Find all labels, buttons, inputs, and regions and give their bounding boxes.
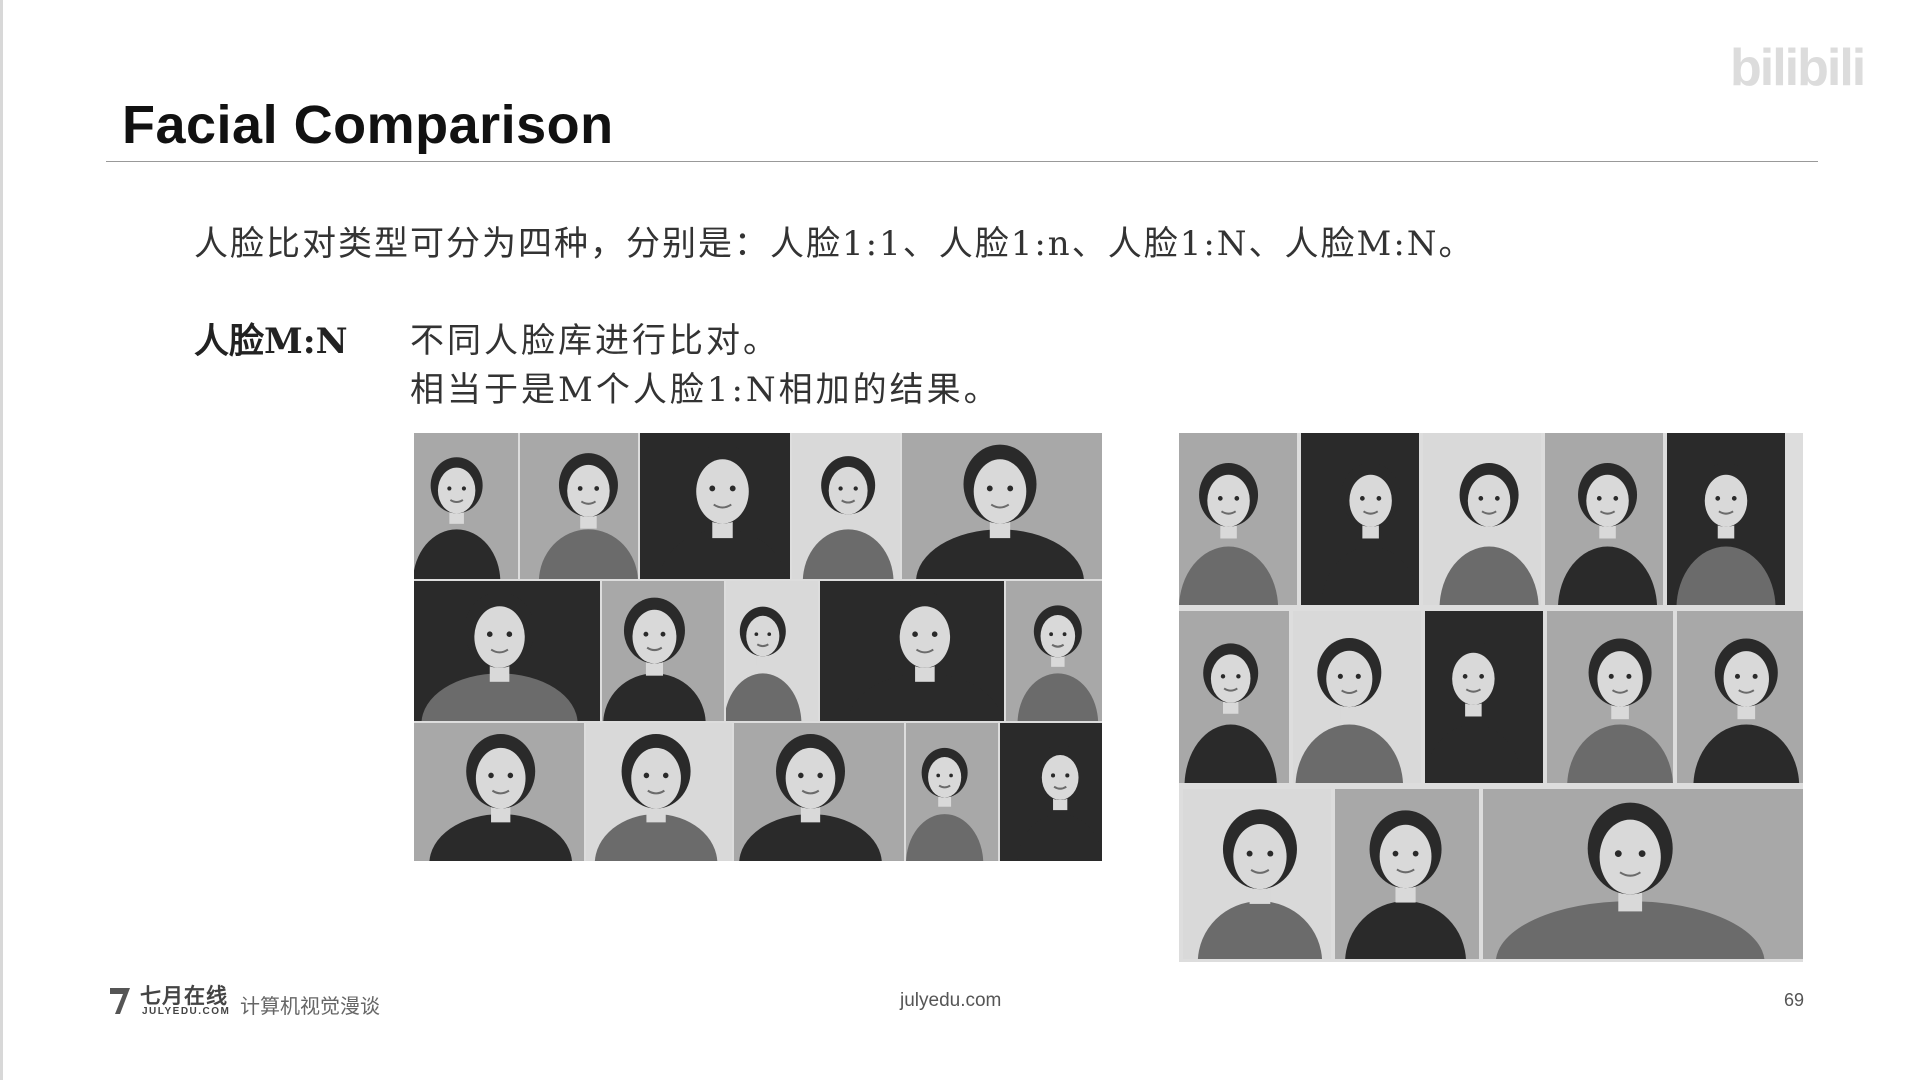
face-photo — [1006, 581, 1102, 721]
julyedu-logo: 七月在线 JULYEDU.COM — [108, 982, 232, 1018]
face-photo — [520, 433, 638, 579]
face-photo — [1545, 433, 1663, 605]
logo-text-cn: 七月在线 — [140, 984, 228, 1008]
slide-left-edge — [0, 0, 3, 1080]
logo-text-en: JULYEDU.COM — [142, 1006, 231, 1017]
face-gallery-right — [1179, 433, 1803, 962]
face-photo — [1547, 611, 1673, 783]
page-title: Facial Comparison — [122, 95, 614, 155]
face-photo — [586, 723, 732, 861]
face-photo — [1667, 433, 1785, 605]
description-line-1: 不同人脸库进行比对。 — [410, 321, 780, 361]
face-photo — [414, 723, 584, 861]
face-photo — [1179, 433, 1297, 605]
face-gallery-left — [414, 433, 1102, 861]
face-photo — [906, 723, 998, 861]
intro-text: 人脸比对类型可分为四种，分别是：人脸1:1、人脸1:n、人脸1:N、人脸M:N。 — [194, 224, 1475, 264]
face-photo — [726, 581, 818, 721]
face-photo — [1335, 789, 1479, 959]
julyedu-logo-icon — [110, 988, 130, 1014]
face-photo — [1677, 611, 1803, 783]
footer-subtitle: 计算机视觉漫谈 — [240, 994, 380, 1018]
face-photo — [1000, 723, 1102, 861]
footer-url: julyedu.com — [900, 990, 1002, 1011]
face-photo — [1483, 789, 1803, 959]
title-divider — [106, 161, 1818, 162]
face-photo — [1425, 611, 1543, 783]
face-photo — [820, 581, 1004, 721]
face-photo — [1293, 611, 1421, 783]
face-photo — [1179, 611, 1289, 783]
description-line-2: 相当于是M个人脸1:N相加的结果。 — [410, 370, 1001, 410]
face-photo — [734, 723, 904, 861]
face-photo — [640, 433, 790, 579]
face-photo — [414, 433, 518, 579]
face-photo — [602, 581, 724, 721]
face-photo — [902, 433, 1102, 579]
page-number: 69 — [1784, 990, 1805, 1010]
face-photo — [1423, 433, 1541, 605]
face-photo — [792, 433, 900, 579]
bilibili-watermark-icon: bilibili — [1730, 39, 1866, 97]
face-photo — [1301, 433, 1419, 605]
section-label: 人脸M:N — [194, 321, 348, 362]
face-photo — [1183, 789, 1331, 959]
face-photo — [414, 581, 600, 721]
